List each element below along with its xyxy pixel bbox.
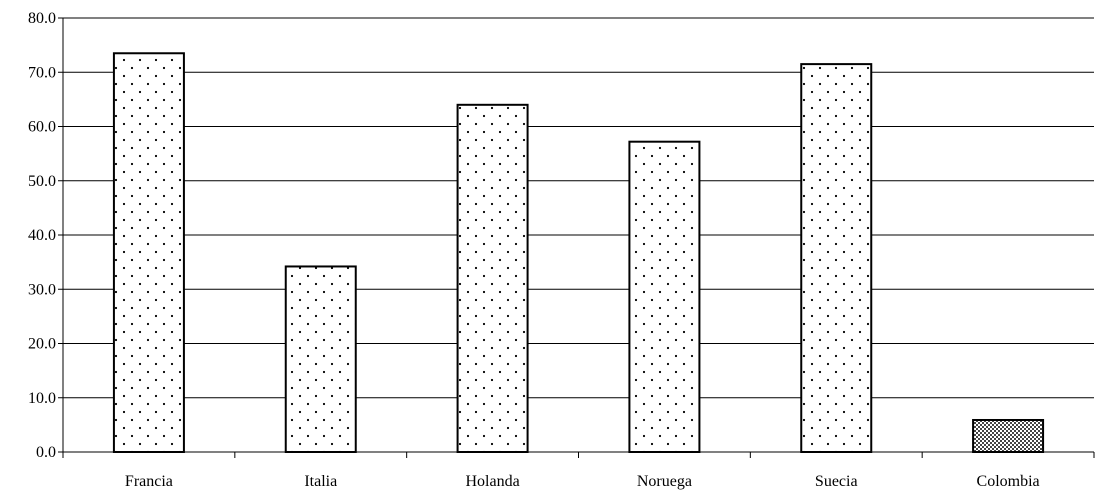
bar-suecia (800, 63, 873, 454)
axes (58, 17, 1095, 458)
y-tick-label: 10.0 (28, 390, 56, 407)
y-tick-label: 60.0 (28, 119, 56, 136)
x-category-label: Noruega (637, 473, 692, 490)
y-tick-label: 80.0 (28, 10, 56, 27)
y-tick-label: 70.0 (28, 64, 56, 81)
y-tick-label: 40.0 (28, 227, 56, 244)
labels: 0.0 10.0 20.0 30.0 40.0 50.0 60.0 70.0 80.0 Franc… (28, 10, 1040, 490)
bar-francia (112, 52, 185, 453)
y-tick-label: 30.0 (28, 281, 56, 298)
bar-holanda (456, 103, 529, 454)
x-category-label: Holanda (465, 473, 519, 490)
x-category-label: Francia (125, 473, 173, 490)
x-category-label: Suecia (815, 473, 858, 490)
bars (112, 52, 1045, 454)
gridlines (63, 17, 1094, 399)
bar-noruega (628, 140, 701, 453)
y-tick-label: 20.0 (28, 336, 56, 353)
x-category-label: Italia (304, 473, 337, 490)
y-tick-label: 0.0 (36, 444, 56, 461)
x-category-label: Colombia (977, 473, 1040, 490)
bar-colombia (972, 418, 1045, 453)
y-tick-label: 50.0 (28, 173, 56, 190)
bar-italia (284, 265, 357, 453)
